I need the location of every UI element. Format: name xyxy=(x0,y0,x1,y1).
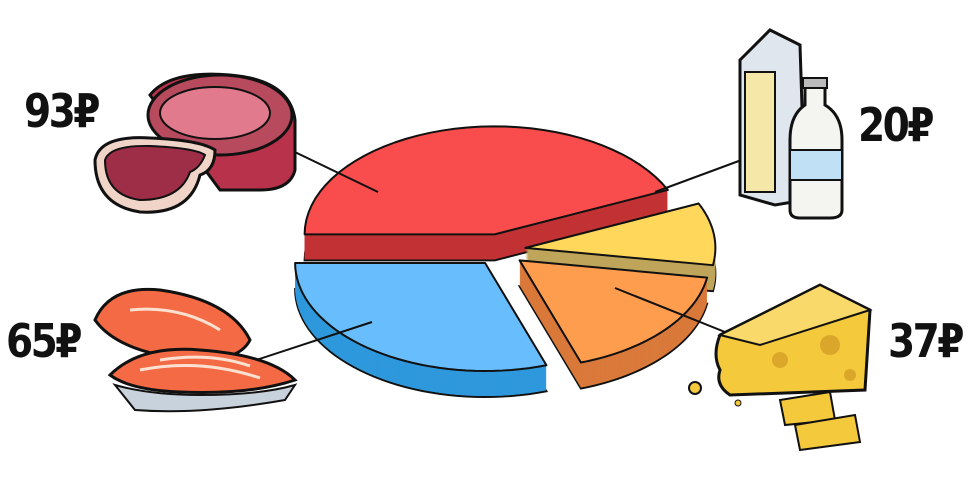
slice-top-fish xyxy=(294,262,548,373)
pie-slice-cheese xyxy=(517,259,709,390)
leader-line-milk xyxy=(654,154,756,193)
milk-carton-bottle-icon xyxy=(738,28,844,220)
slice-top-meat xyxy=(303,125,669,236)
leader-line-fish xyxy=(237,321,373,367)
label-milk: 20₽ xyxy=(858,98,935,152)
pie-slice-meat xyxy=(303,125,670,262)
label-cheese: 37₽ xyxy=(888,314,965,368)
slice-top-cheese xyxy=(518,259,709,364)
label-meat: 93₽ xyxy=(24,84,101,138)
cheese-wedge-icon xyxy=(688,283,873,452)
salmon-fillet-icon xyxy=(93,287,298,413)
label-fish: 65₽ xyxy=(6,314,83,368)
meat-steak-icon xyxy=(93,72,297,214)
leader-line-cheese xyxy=(614,287,746,341)
pie-slice-fish xyxy=(294,262,549,399)
slice-top-milk xyxy=(524,202,717,267)
